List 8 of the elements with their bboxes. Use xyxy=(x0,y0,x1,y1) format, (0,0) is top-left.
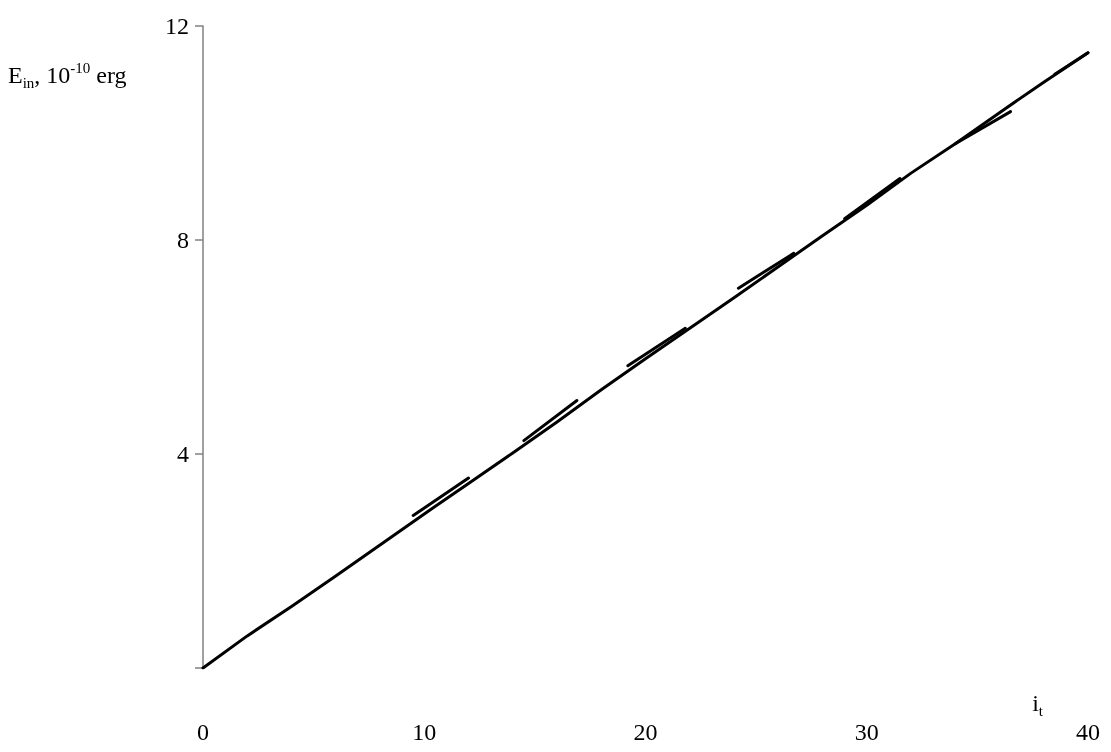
x-tick-label: 40 xyxy=(1076,719,1100,745)
x-tick-label: 10 xyxy=(412,719,437,745)
y-tick-label: 8 xyxy=(177,227,189,253)
x-tick-label: 30 xyxy=(854,719,879,745)
x-tick-label: 0 xyxy=(197,719,209,745)
y-tick-label: 4 xyxy=(177,441,189,467)
x-tick-label: 20 xyxy=(633,719,658,745)
y-tick-label: 12 xyxy=(165,13,189,39)
